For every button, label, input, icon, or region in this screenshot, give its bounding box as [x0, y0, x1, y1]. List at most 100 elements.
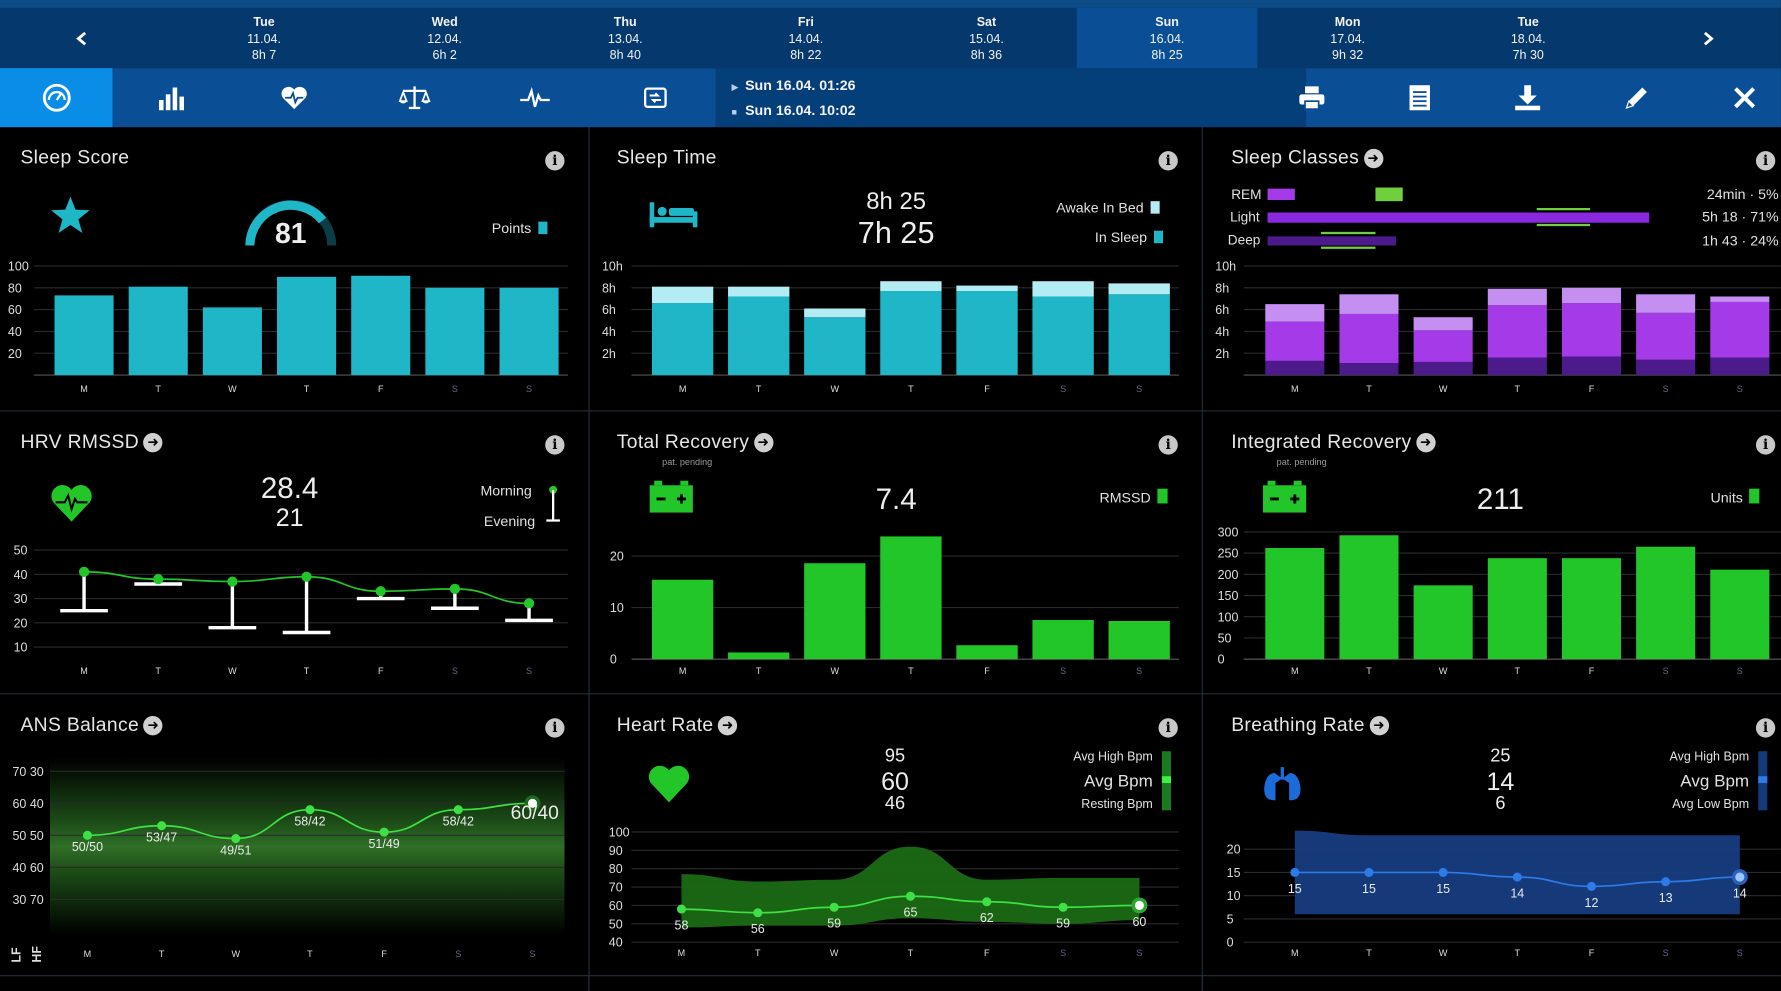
panel-title: Sleep Classes ➜	[1231, 147, 1383, 170]
integrated-recovery-value: 211	[1476, 481, 1524, 516]
arrow-right-icon[interactable]: ➜	[753, 433, 774, 453]
download-button[interactable]	[1473, 68, 1581, 127]
arrow-right-icon[interactable]: ➜	[1369, 715, 1389, 736]
x-tick-label: S	[1737, 948, 1743, 958]
close-button[interactable]	[1690, 68, 1781, 127]
tab-dashboard[interactable]	[0, 68, 113, 128]
report-button[interactable]	[1365, 68, 1473, 127]
y-tick-label: 30 70	[12, 893, 43, 907]
heart-icon	[648, 765, 690, 803]
x-tick-label: T	[756, 666, 762, 676]
info-icon[interactable]: i	[1158, 718, 1178, 738]
sleep-score-chart: 20 40 60 80 100 M T W T F S S	[8, 259, 568, 394]
hypnogram	[1267, 187, 1650, 249]
day-tab[interactable]: Sat 15.04. 8h 36	[896, 8, 1077, 68]
divider	[1201, 127, 1203, 991]
tab-sync[interactable]	[601, 68, 709, 127]
heart-pulse-icon	[280, 86, 307, 110]
y-tick-label: 10	[14, 641, 28, 655]
bar-in-sleep	[1108, 294, 1170, 376]
info-icon[interactable]: i	[545, 718, 565, 738]
y-tick-label: 20	[610, 550, 624, 564]
x-tick-label: M	[679, 384, 687, 394]
panel-title-text: ANS Balance	[20, 713, 140, 736]
arrow-right-icon[interactable]: ➜	[143, 433, 163, 453]
x-tick-label: T	[908, 384, 914, 394]
sleep-time-chart: 2h 4h 6h 8h 10h M T W T F S S	[602, 259, 1179, 394]
hr-point-label: 59	[827, 917, 841, 931]
bar	[1710, 569, 1770, 660]
day-dow: Sun	[1155, 15, 1179, 30]
hr-point	[982, 897, 992, 907]
x-tick-label: W	[232, 949, 241, 959]
lf-label: LF	[9, 947, 23, 963]
arrow-right-icon[interactable]: ➜	[143, 715, 163, 736]
info-icon[interactable]: i	[1755, 151, 1776, 171]
y-tick-label: 200	[1218, 568, 1239, 582]
info-icon[interactable]: i	[545, 435, 565, 455]
legend-resting: Resting Bpm	[1081, 797, 1153, 812]
ans-point-label: 60/40	[511, 803, 559, 824]
info-icon[interactable]: i	[1158, 435, 1178, 455]
day-dur: 8h 22	[790, 48, 822, 63]
legend-swatch	[1150, 201, 1160, 214]
legend-label: Points	[491, 220, 532, 237]
hrv-morning-point	[227, 576, 238, 587]
legend-swatch	[538, 221, 548, 235]
legend-awake: Awake In Bed	[1056, 200, 1160, 216]
battery-icon	[1263, 480, 1307, 513]
day-tab[interactable]: Tue 11.04. 8h 7	[174, 8, 355, 68]
print-button[interactable]	[1257, 68, 1365, 127]
br-point-label: 15	[1436, 882, 1450, 896]
day-tab[interactable]: Wed 12.04. 6h 2	[354, 8, 535, 68]
tab-balance[interactable]	[360, 68, 468, 127]
chevron-left-icon	[76, 31, 87, 45]
info-icon[interactable]: i	[545, 151, 565, 171]
info-icon[interactable]: i	[1158, 151, 1178, 171]
day-tab[interactable]: Sun 16.04. 8h 25	[1076, 7, 1258, 69]
info-icon[interactable]: i	[1755, 718, 1776, 738]
day-tab[interactable]: Thu 13.04. 8h 40	[535, 8, 716, 68]
arrow-right-icon[interactable]: ➜	[1416, 433, 1436, 453]
bar-rem	[1339, 294, 1399, 314]
legend-avg: Avg Bpm	[1084, 771, 1153, 792]
info-icon[interactable]: i	[1755, 435, 1776, 455]
sleep-time-panel: Sleep Time i 8h 25 7h 25 Awake In Bed In…	[589, 127, 1202, 411]
total-recovery-value: 7.4	[875, 481, 917, 516]
arrow-right-icon[interactable]: ➜	[1363, 148, 1383, 169]
y-tick-label: 30	[14, 592, 28, 606]
bar-awake	[880, 281, 942, 292]
tab-statistics[interactable]	[118, 68, 226, 127]
x-tick-label: M	[679, 666, 687, 676]
br-legend-bar	[1758, 751, 1768, 811]
tab-pulse[interactable]	[480, 68, 588, 127]
tab-heart[interactable]	[240, 68, 348, 127]
x-tick-label: W	[830, 948, 839, 958]
bar-light	[1710, 301, 1770, 358]
prev-day-button[interactable]	[59, 8, 104, 68]
day-tab[interactable]: Fri 14.04. 8h 22	[716, 8, 897, 68]
ans-point-label: 51/49	[369, 837, 400, 851]
day-dow: Tue	[1517, 15, 1539, 30]
arrow-right-icon[interactable]: ➜	[718, 715, 738, 736]
document-icon	[1408, 85, 1430, 111]
br-point	[1661, 877, 1671, 887]
edit-button[interactable]	[1582, 68, 1690, 127]
hr-point-label: 65	[904, 906, 918, 920]
br-point	[1586, 881, 1597, 891]
day-tab[interactable]: Mon 17.04. 9h 32	[1257, 8, 1438, 68]
day-dow: Mon	[1334, 15, 1361, 30]
range-start: ▶ Sun 16.04. 01:26	[731, 77, 855, 93]
ans-point-label: 58/42	[443, 815, 474, 829]
br-point	[1290, 867, 1300, 877]
bar-in-sleep	[651, 303, 714, 376]
ans-point	[453, 805, 463, 815]
next-day-button[interactable]	[1686, 8, 1731, 68]
day-tab[interactable]: Tue 18.04. 7h 30	[1438, 8, 1619, 68]
divider	[0, 693, 1781, 695]
divider	[0, 975, 1781, 977]
panel-title-text: Integrated Recovery	[1231, 430, 1412, 453]
y-tick-label: 10h	[602, 259, 623, 273]
speedometer-icon	[42, 83, 71, 112]
bar	[804, 563, 866, 660]
